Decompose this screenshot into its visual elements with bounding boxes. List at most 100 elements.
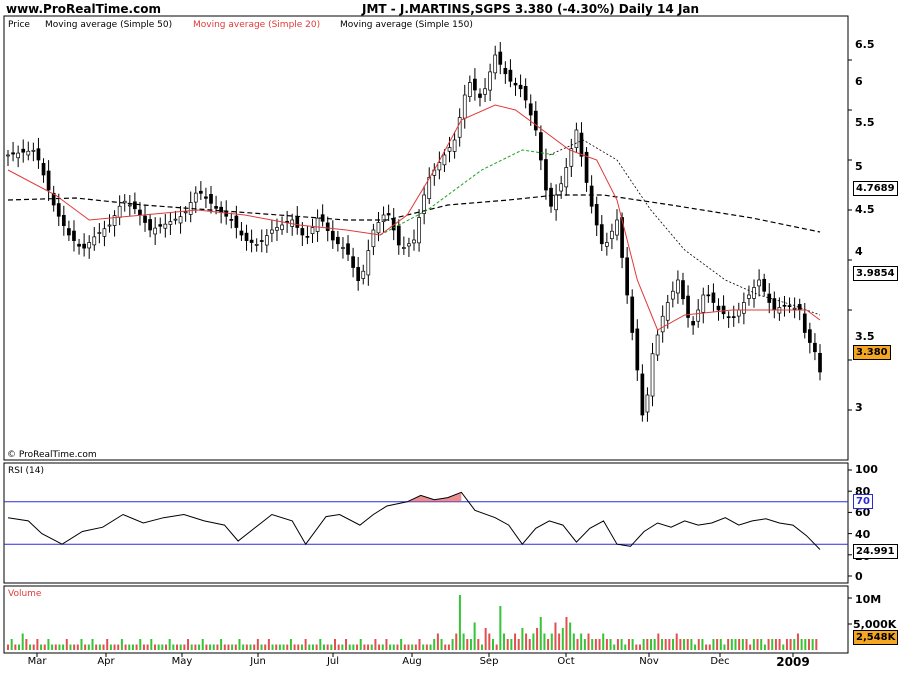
volume-bar bbox=[84, 644, 87, 650]
volume-bar bbox=[749, 644, 752, 650]
candle-body bbox=[599, 224, 604, 245]
candle-body bbox=[41, 163, 46, 176]
volume-tick: 10M bbox=[855, 593, 882, 606]
volume-panel bbox=[3, 585, 849, 654]
candle-body bbox=[716, 305, 721, 311]
volume-bar bbox=[21, 633, 24, 650]
candle-body bbox=[21, 148, 26, 153]
volume-bar bbox=[381, 644, 384, 650]
candle-body bbox=[214, 206, 218, 209]
candle-body bbox=[569, 148, 574, 167]
volume-bar bbox=[150, 639, 153, 650]
candle-body bbox=[442, 154, 447, 166]
price-tick: 4.5 bbox=[855, 203, 875, 216]
volume-bar bbox=[800, 639, 803, 650]
candle-body bbox=[686, 295, 690, 318]
candle-body bbox=[681, 280, 685, 300]
volume-bar bbox=[811, 639, 814, 650]
volume-bar bbox=[238, 639, 241, 650]
volume-bar bbox=[352, 644, 355, 650]
rsi-tick: 100 bbox=[855, 463, 878, 476]
volume-bar bbox=[168, 639, 171, 650]
volume-bar bbox=[209, 644, 212, 650]
volume-bar bbox=[187, 639, 190, 650]
month-label: Nov bbox=[639, 656, 659, 667]
candle-body bbox=[528, 103, 533, 116]
volume-bar bbox=[32, 644, 35, 650]
volume-bar bbox=[447, 644, 450, 650]
candle-body bbox=[417, 217, 421, 244]
ma20-value-box: 3.9854 bbox=[853, 266, 898, 281]
ma150-line bbox=[7, 194, 821, 233]
volume-bar bbox=[216, 644, 219, 650]
candle-body bbox=[594, 204, 599, 226]
volume-bar bbox=[260, 644, 263, 650]
volume-bar bbox=[569, 622, 572, 650]
volume-bar bbox=[242, 644, 245, 650]
month-label: Sep bbox=[479, 656, 499, 667]
volume-bar bbox=[396, 644, 399, 650]
volume-bar bbox=[554, 622, 557, 650]
volume-bar bbox=[547, 639, 550, 650]
volume-bar bbox=[455, 633, 458, 650]
candle-body bbox=[224, 210, 229, 217]
candle-body bbox=[533, 110, 538, 131]
volume-bar bbox=[741, 639, 744, 650]
volume-bar bbox=[436, 633, 439, 650]
candle-body bbox=[6, 154, 10, 157]
volume-bar bbox=[719, 639, 722, 650]
volume-bar bbox=[172, 644, 175, 650]
candle-body bbox=[726, 316, 731, 319]
candle-body bbox=[731, 316, 736, 318]
candle-body bbox=[193, 192, 198, 203]
volume-bar bbox=[14, 644, 17, 650]
candle-body bbox=[381, 214, 386, 223]
volume-bar bbox=[76, 644, 79, 650]
volume-bar bbox=[176, 644, 179, 650]
volume-bar bbox=[326, 644, 329, 650]
volume-bar bbox=[422, 644, 425, 650]
candle-body bbox=[300, 228, 305, 236]
candle-body bbox=[97, 232, 102, 234]
volume-bar bbox=[345, 639, 348, 650]
volume-bar bbox=[697, 639, 700, 650]
candle-body bbox=[635, 328, 640, 371]
volume-bar bbox=[308, 644, 311, 650]
volume-bar bbox=[627, 639, 630, 650]
candle-body bbox=[259, 240, 264, 242]
candle-body bbox=[747, 294, 751, 299]
volume-bar bbox=[128, 644, 131, 650]
volume-bar bbox=[337, 644, 340, 650]
volume-bar bbox=[300, 644, 303, 650]
month-label: Aug bbox=[402, 656, 422, 667]
price-panel bbox=[3, 15, 849, 461]
candle-body bbox=[77, 243, 81, 247]
candle-body bbox=[742, 302, 746, 314]
volume-bar bbox=[495, 644, 498, 650]
candle-body bbox=[46, 170, 51, 191]
volume-bar bbox=[256, 639, 259, 650]
candle-body bbox=[437, 162, 442, 171]
candle-body bbox=[219, 206, 223, 213]
volume-bar bbox=[506, 639, 509, 650]
candle-body bbox=[341, 247, 345, 249]
legend-ma150: Moving average (Simple 150) bbox=[340, 20, 473, 30]
price-tick: 6.5 bbox=[855, 38, 875, 51]
candle-body bbox=[513, 82, 518, 86]
candle-body bbox=[452, 139, 457, 152]
volume-bar bbox=[153, 644, 156, 650]
candle-body bbox=[711, 292, 716, 303]
volume-bar bbox=[205, 644, 208, 650]
rsi-tick: 60 bbox=[855, 506, 871, 519]
volume-bar bbox=[322, 644, 325, 650]
volume-label: Volume bbox=[8, 589, 42, 599]
volume-bar bbox=[712, 639, 715, 650]
volume-bar bbox=[135, 644, 138, 650]
volume-bar bbox=[359, 639, 362, 650]
volume-bar bbox=[194, 644, 197, 650]
volume-bar bbox=[602, 633, 605, 650]
volume-bar bbox=[367, 644, 370, 650]
candle-body bbox=[422, 194, 426, 214]
candle-body bbox=[523, 85, 528, 101]
volume-bar bbox=[583, 639, 586, 650]
